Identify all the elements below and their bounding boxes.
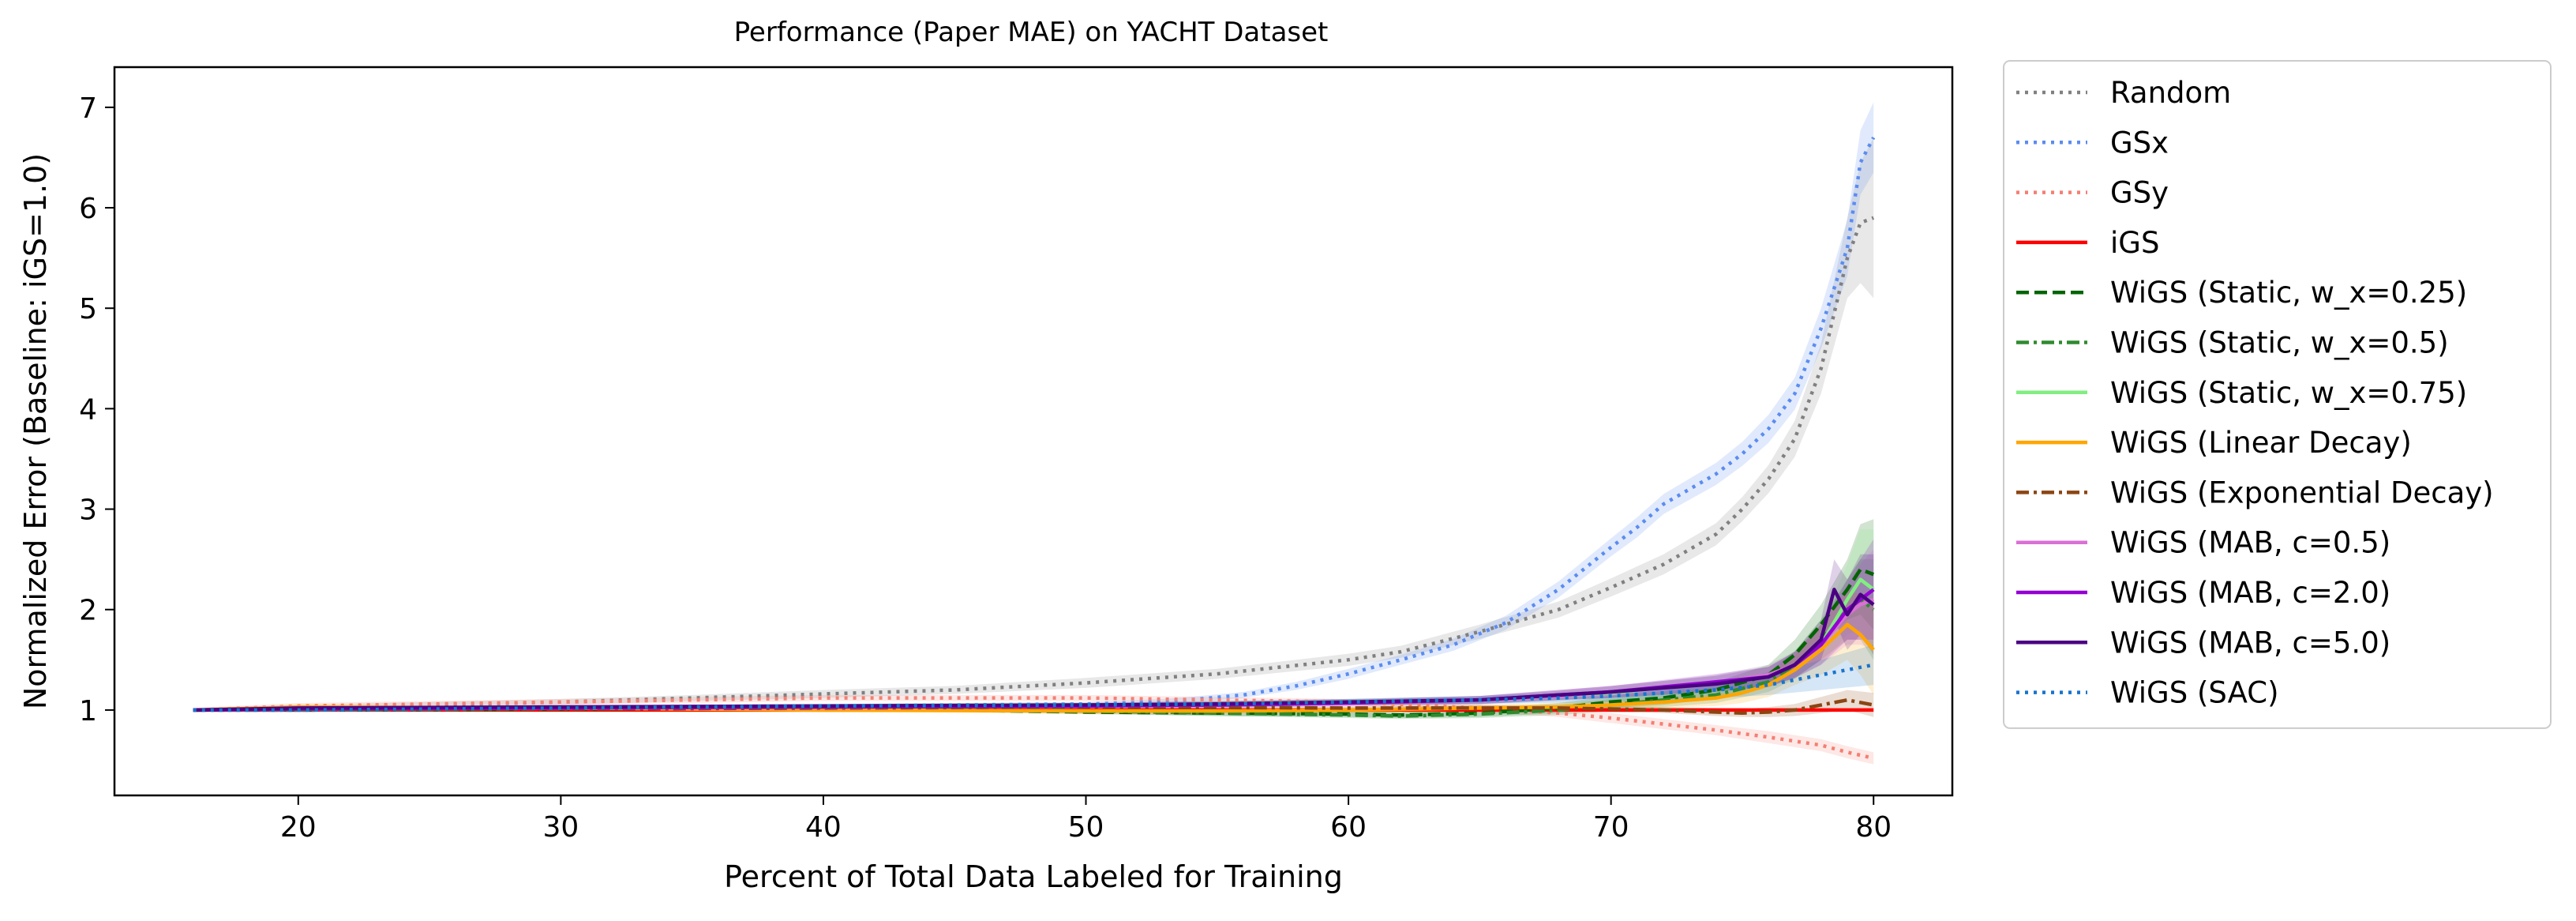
y-tick-label: 1 xyxy=(79,695,97,727)
y-tick-label: 3 xyxy=(79,494,97,527)
legend-label-wigs-mab-c-2-0: WiGS (MAB, c=2.0) xyxy=(2110,576,2390,610)
band-gsx xyxy=(193,102,1874,712)
legend-label-wigs-linear-decay: WiGS (Linear Decay) xyxy=(2110,426,2412,460)
x-tick-label: 80 xyxy=(1855,811,1892,844)
y-axis-label: Normalized Error (Baseline: iGS=1.0) xyxy=(18,153,53,709)
legend-label-random: Random xyxy=(2110,76,2231,110)
y-tick-label: 2 xyxy=(79,595,97,627)
legend-label-wigs-mab-c-0-5: WiGS (MAB, c=0.5) xyxy=(2110,526,2390,560)
x-tick-label: 20 xyxy=(280,811,317,844)
legend: Random GSx GSy iGS WiGS (Static, w_x=0.25) Wi… xyxy=(2003,60,2552,729)
y-axis: 1 2 3 4 5 6 7 xyxy=(79,92,114,727)
legend-label-gsx: GSx xyxy=(2110,126,2169,160)
y-tick-label: 4 xyxy=(79,393,97,426)
band-wigs-static-w-x-0-5 xyxy=(193,559,1874,720)
x-tick-label: 50 xyxy=(1068,811,1104,844)
legend-box xyxy=(2003,60,2552,729)
band-wigs-linear-decay xyxy=(193,589,1874,713)
x-tick-label: 30 xyxy=(542,811,579,844)
y-tick-label: 6 xyxy=(79,193,97,225)
x-axis-label: Percent of Total Data Labeled for Traini… xyxy=(724,859,1343,894)
y-tick-label: 5 xyxy=(79,293,97,325)
series-line-random xyxy=(193,216,1875,712)
legend-label-wigs-sac: WiGS (SAC) xyxy=(2110,676,2279,710)
legend-label-wigs-static-w-x-0-25: WiGS (Static, w_x=0.25) xyxy=(2110,276,2467,310)
legend-label-igs: iGS xyxy=(2110,226,2159,260)
series-lines xyxy=(193,136,1876,761)
y-tick-label: 7 xyxy=(79,92,97,125)
plot-frame xyxy=(113,66,1954,797)
x-axis: 20 30 40 50 60 70 80 xyxy=(280,795,1892,844)
legend-label-wigs-mab-c-5-0: WiGS (MAB, c=5.0) xyxy=(2110,626,2390,660)
series-line-wigs-linear-decay xyxy=(193,622,1875,713)
legend-label-wigs-static-w-x-0-5: WiGS (Static, w_x=0.5) xyxy=(2110,326,2449,360)
series-line-wigs-mab-c-5-0 xyxy=(193,588,1875,712)
chart-title: Performance (Paper MAE) on YACHT Dataset xyxy=(734,17,1329,48)
band-random xyxy=(193,137,1874,712)
series-line-gsx xyxy=(193,136,1876,712)
legend-label-gsy: GSy xyxy=(2110,176,2169,210)
x-tick-label: 40 xyxy=(805,811,842,844)
series-line-wigs-sac xyxy=(193,663,1874,712)
x-tick-label: 70 xyxy=(1593,811,1629,844)
x-tick-label: 60 xyxy=(1330,811,1367,844)
legend-label-wigs-exponential-decay: WiGS (Exponential Decay) xyxy=(2110,476,2494,509)
confidence-bands xyxy=(193,102,1874,765)
legend-label-wigs-static-w-x-0-75: WiGS (Static, w_x=0.75) xyxy=(2110,376,2467,410)
